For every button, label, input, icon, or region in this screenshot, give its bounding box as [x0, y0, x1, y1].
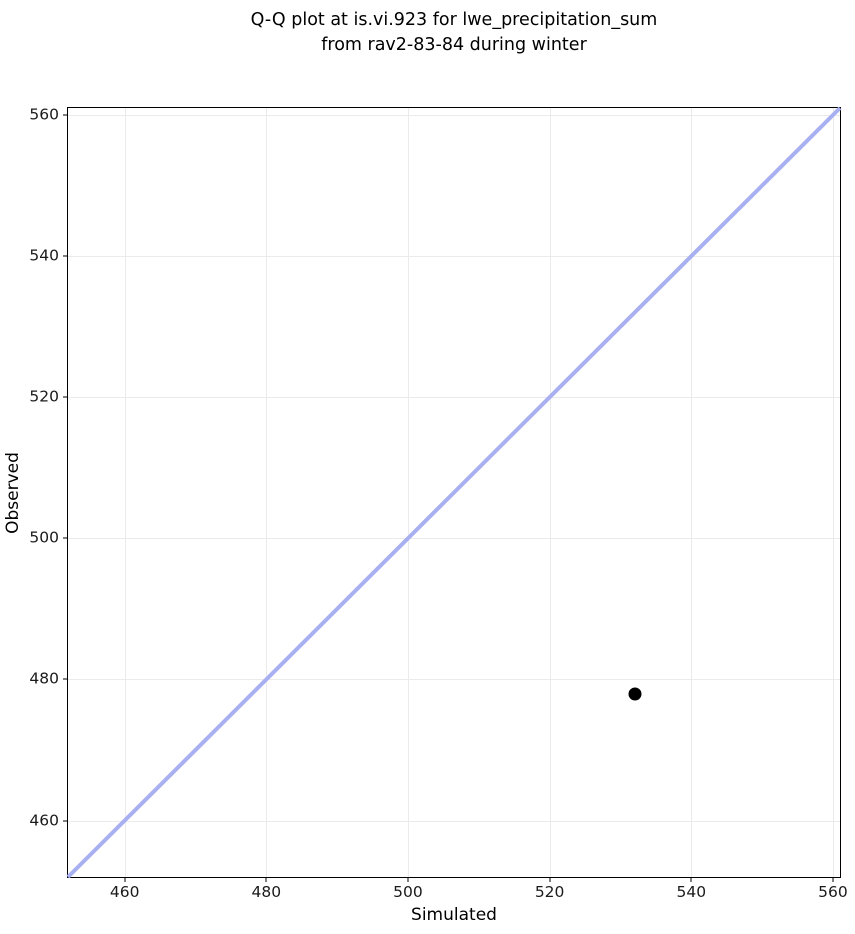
chart-title-line2: from rav2-83-84 during winter [321, 34, 587, 55]
x-tick-label: 480 [251, 883, 282, 901]
data-point [628, 687, 642, 701]
x-gridline [407, 108, 409, 877]
x-tick-mark [124, 877, 126, 882]
y-tick-mark [63, 678, 68, 680]
identity-line-layer [68, 108, 840, 877]
y-tick-label: 520 [29, 387, 59, 406]
y-tick-label: 480 [29, 669, 59, 688]
y-tick-label: 560 [29, 105, 59, 124]
y-tick-label: 460 [29, 810, 59, 829]
plot-area: 460 480 500 520 540 560 460 480 500 520 540 560 [29, 107, 841, 900]
chart-title: Q-Q plot at is.vi.923 for lwe_precipitat… [251, 8, 658, 57]
x-tick-mark [407, 877, 409, 882]
x-gridline [832, 108, 834, 877]
y-tick-label: 540 [29, 246, 59, 265]
x-gridline [691, 108, 693, 877]
x-gridline [549, 108, 551, 877]
y-tick-mark [63, 114, 68, 116]
x-tick-mark [265, 877, 267, 882]
x-axis-label: Simulated [411, 905, 497, 925]
x-gridline [266, 108, 268, 877]
x-tick-label: 500 [393, 883, 423, 901]
y-gridline [68, 679, 840, 681]
y-tick-mark [63, 537, 68, 539]
x-tick-label: 460 [109, 883, 140, 901]
y-tick-mark [63, 255, 68, 257]
y-gridline [68, 256, 840, 258]
x-tick-mark [832, 877, 834, 882]
x-tick-mark [549, 877, 551, 882]
x-tick-mark [690, 877, 692, 882]
y-gridline [68, 538, 840, 540]
x-tick-label: 560 [818, 883, 848, 901]
x-tick-label: 540 [676, 883, 707, 901]
y-tick-label: 500 [29, 528, 59, 547]
y-gridline [68, 820, 840, 822]
chart-title-line1: Q-Q plot at is.vi.923 for lwe_precipitat… [250, 10, 658, 30]
x-gridline [124, 108, 126, 877]
y-tick-mark [63, 396, 68, 398]
y-gridline [68, 115, 840, 117]
x-tick-label: 520 [534, 883, 565, 901]
y-tick-mark [63, 820, 68, 822]
y-axis-label: Observed [3, 452, 23, 534]
identity-line [68, 108, 840, 877]
y-gridline [68, 397, 840, 399]
